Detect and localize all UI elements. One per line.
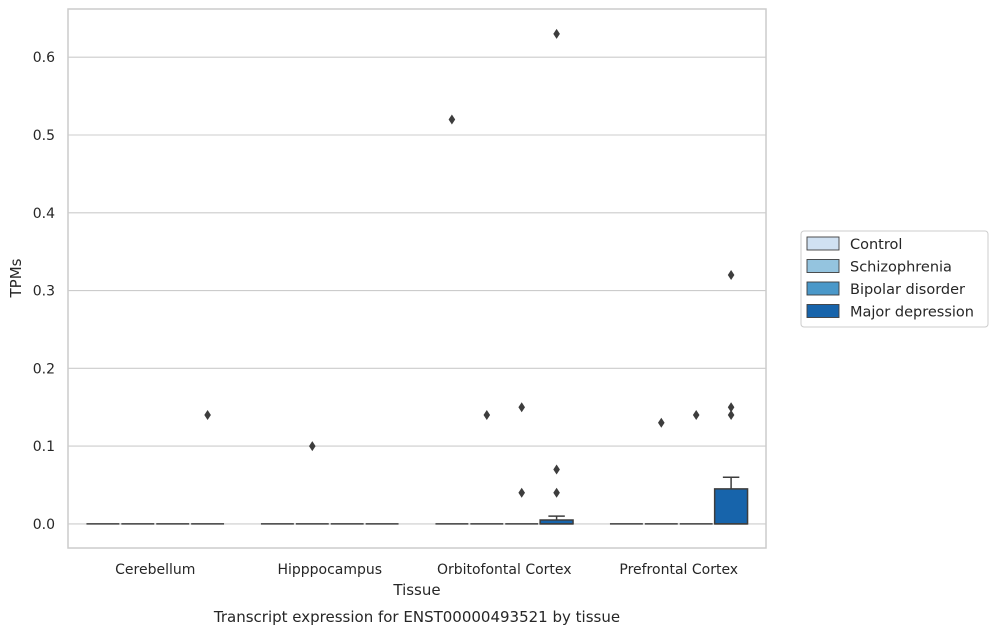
outlier-points	[204, 28, 735, 498]
box	[713, 488, 749, 525]
box-series	[86, 476, 749, 525]
outlier-point	[727, 270, 735, 280]
y-tick-label: 0.5	[33, 128, 55, 144]
x-tick-label: Cerebellum	[115, 562, 195, 578]
y-tick-label: 0.4	[33, 206, 55, 222]
outlier-point	[553, 28, 560, 39]
x-axis-title: Tissue	[392, 581, 440, 599]
x-tick-label: Orbitofontal Cortex	[437, 562, 572, 578]
x-tick-label: Hipppocampus	[277, 562, 382, 578]
legend-label: Schizophrenia	[850, 260, 952, 276]
outlier-point	[727, 402, 735, 413]
legend-frame	[800, 230, 989, 328]
outlier-point	[518, 487, 525, 498]
legend-label: Major depression	[850, 305, 974, 321]
legend-label: Control	[850, 237, 902, 253]
x-axis-ticks: Cerebellum Hipppocampus Orbitofontal Corte…	[115, 562, 738, 578]
legend-swatch	[806, 304, 840, 318]
outlier-point	[518, 402, 525, 413]
outlier-point	[692, 410, 700, 420]
x-tick-label: Prefrontal Cortex	[619, 562, 738, 578]
y-axis-title: TPMs	[7, 258, 25, 298]
plot-frame	[67, 8, 767, 549]
outlier-point	[658, 417, 665, 428]
outlier-point	[448, 114, 456, 125]
y-tick-label: 0.2	[33, 361, 55, 377]
chart-caption: Transcript expression for ENST0000049352…	[213, 608, 620, 626]
y-axis-ticks: 0.0 0.1 0.2 0.3 0.4 0.5 0.6	[33, 50, 55, 533]
legend-swatch	[806, 236, 840, 251]
outlier-point	[553, 464, 560, 475]
legend-label: Bipolar disorder	[850, 282, 965, 298]
outlier-point	[309, 441, 316, 452]
outlier-point	[483, 410, 491, 420]
legend: Control Schizophrenia Bipolar disorder Majo…	[800, 230, 989, 328]
y-tick-label: 0.3	[33, 284, 55, 300]
plot-border	[67, 8, 767, 549]
y-tick-label: 0.6	[33, 50, 55, 66]
outlier-point	[204, 410, 211, 420]
legend-swatch	[806, 281, 840, 296]
outlier-point	[553, 487, 560, 498]
outlier-point	[727, 410, 735, 420]
y-tick-label: 0.1	[33, 439, 55, 455]
legend-swatch	[806, 259, 840, 273]
grid-lines	[68, 56, 766, 525]
y-tick-label: 0.0	[33, 517, 55, 533]
